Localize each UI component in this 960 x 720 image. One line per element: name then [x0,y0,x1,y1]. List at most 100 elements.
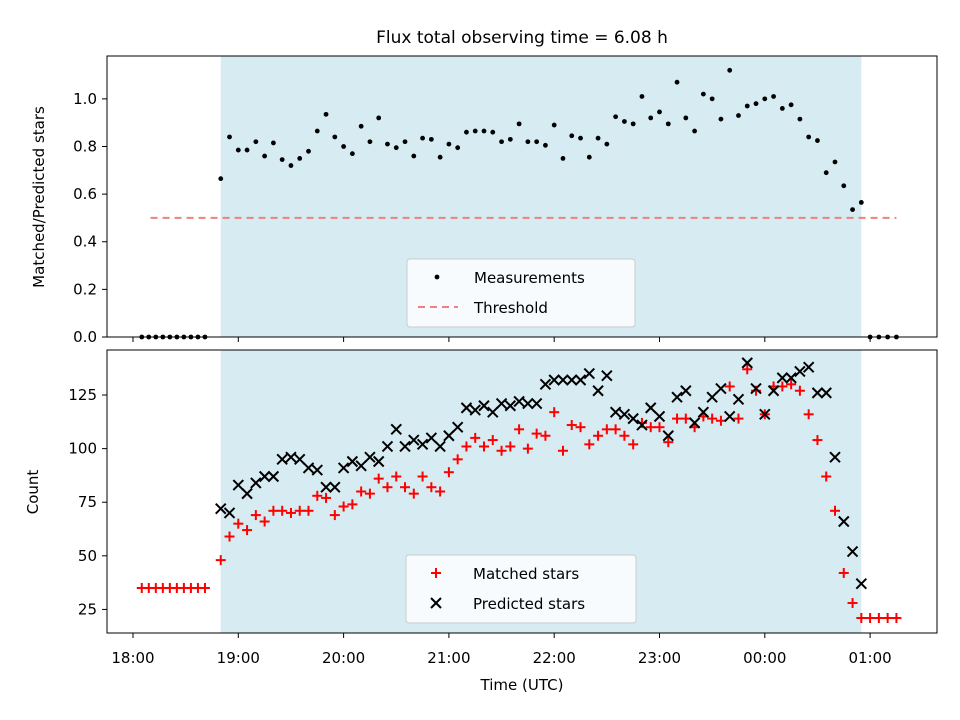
matched-star-point [470,432,481,443]
matched-star-point [391,471,402,482]
predicted-star-point [346,455,359,468]
x-tick-label: 00:00 [743,649,786,667]
measurement-point [850,207,855,212]
predicted-star-point [627,412,639,425]
bottom-y-axis: 25 50 75 100 125 [68,386,107,618]
matched-star-point [593,430,604,441]
predicted-star-point [390,423,402,436]
matched-star-point [373,473,384,484]
predicted-star-point [609,406,622,418]
predicted-star-point [653,410,666,423]
matched-star-point [443,467,454,478]
predicted-star-point [302,462,315,474]
matched-star-point [654,422,665,433]
matched-star-point [199,582,210,593]
predicted-star-point [451,421,464,433]
matched-star-point [294,505,305,516]
matched-star-point [856,612,867,623]
x-axis-label: Time (UTC) [480,676,564,694]
matched-star-point [531,428,542,439]
measurement-point [604,141,610,147]
measurement-point [420,135,425,141]
matched-star-point [347,499,358,510]
matched-star-point [496,445,507,456]
matched-star-point [882,612,893,623]
matched-star-point [803,409,814,420]
predicted-star-point [329,481,341,493]
predicted-star-point [223,507,236,519]
predicted-star-point [574,374,587,386]
matched-star-point [277,505,288,516]
measurement-point [323,111,329,117]
measurement-point [516,121,522,127]
matched-star-point [233,518,244,529]
top-legend: Measurements Threshold [406,258,636,328]
measurement-point [472,128,478,134]
legend-matched-label: Matched stars [473,565,579,583]
bottom-y-tick-label: 75 [78,493,97,511]
matched-star-point [663,437,674,448]
predicted-star-point [504,400,517,412]
matched-star-point [303,505,314,516]
measurement-point [218,176,224,182]
legend-predicted-marker [430,597,442,609]
measurement-point [464,129,469,135]
measurement-point [560,155,566,161]
top-y-axis: 0.0 0.2 0.4 0.6 0.8 1.0 [73,90,107,346]
measurement-point [832,159,838,165]
measurement-point [578,135,583,141]
x-tick-label: 18:00 [111,649,154,667]
legend-measurements-marker [434,274,440,280]
measurement-point [332,134,338,140]
matched-star-point [838,567,849,578]
predicted-star-point [285,451,297,463]
bottom-plot-frame [106,349,938,634]
measurement-point [841,183,847,189]
predicted-star-point [241,487,253,500]
matched-star-point [584,439,595,450]
predicted-star-point [715,382,727,395]
predicted-star-point [557,374,569,386]
top-y-label: Matched/Predicted stars [30,106,48,288]
matched-star-point [338,501,349,512]
predicted-star-point [671,391,683,403]
measurement-point [262,153,268,159]
matched-star-point [452,454,463,465]
matched-star-point [461,441,472,452]
matched-star-point [487,435,498,446]
matched-star-point [408,488,419,499]
matched-star-point [268,505,279,516]
measurement-point [437,154,443,160]
measurement-point [358,123,364,129]
measurement-point [235,147,241,153]
matched-star-point [549,407,560,418]
matched-star-point [566,420,577,431]
measurement-point [586,154,592,160]
predicted-star-point [425,432,438,444]
measurement-point [314,128,320,134]
matched-star-point [847,597,858,608]
measurement-point [622,119,627,124]
predicted-star-point [478,400,490,412]
chart-title: Flux total observing time = 6.08 h [376,28,668,48]
matched-star-point [557,445,568,456]
matched-star-point [321,492,332,503]
x-tick-label: 01:00 [848,649,891,667]
predicted-star-point [601,370,613,382]
predicted-star-point [838,515,850,528]
matched-star-point [259,516,270,527]
predicted-star-point [767,385,780,397]
measurement-point [657,109,662,115]
predicted-star-point [232,479,245,491]
measurement-point [683,115,689,121]
matched-star-point [329,510,340,521]
measurement-point [534,139,540,145]
predicted-star-point [785,372,797,384]
measurement-point [385,141,390,147]
predicted-star-point [618,408,631,421]
predicted-star-point [732,393,745,406]
predicted-star-point [662,430,674,442]
predicted-star-point [583,367,596,380]
top-y-tick-label: 1.0 [73,90,97,108]
